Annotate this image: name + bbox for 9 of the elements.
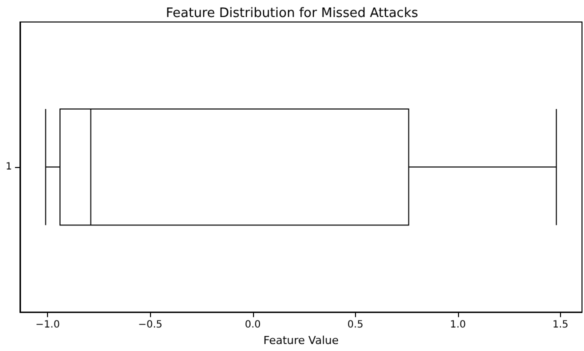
x-tick-label: −1.0 <box>36 320 60 331</box>
x-tick-label: 0.0 <box>244 320 261 331</box>
y-tick-label: 1 <box>6 162 12 173</box>
x-tick-label: −0.5 <box>138 320 162 331</box>
x-tick-label: 1.0 <box>450 320 466 331</box>
x-tick-label: 0.5 <box>347 320 364 331</box>
x-tick-label: 1.5 <box>552 320 568 331</box>
x-axis-title: Feature Value <box>263 334 339 347</box>
chart-title: Feature Distribution for Missed Attacks <box>166 6 418 21</box>
